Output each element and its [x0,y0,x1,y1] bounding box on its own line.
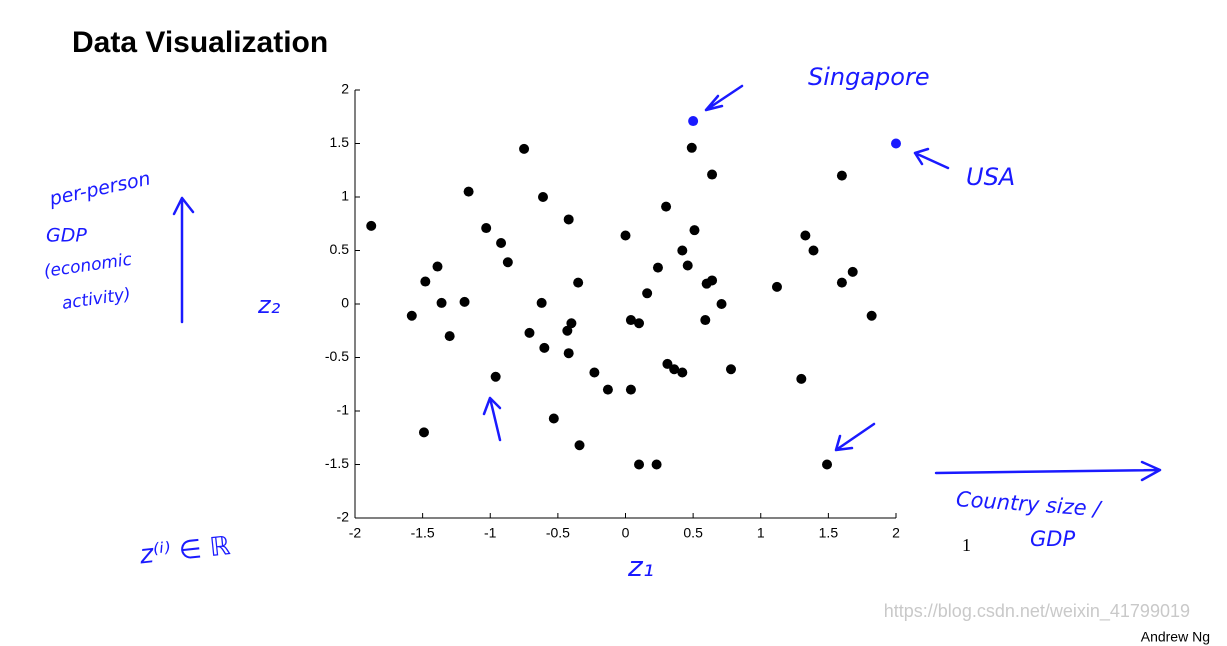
point [524,327,535,338]
y-tick-label: -1.5 [325,455,349,471]
x-tick-label: 0 [622,525,630,541]
point [496,238,507,249]
annotation: 1 [962,535,971,555]
point [707,169,718,180]
y-tick-label: 1.5 [330,134,350,150]
point [662,358,673,369]
x-tick-label: -0.5 [546,525,570,541]
author: Andrew Ng [1141,629,1210,645]
x-tick-label: 0.5 [683,525,703,541]
x-tick-label: 1 [757,525,765,541]
point [689,225,700,236]
y-tick-label: 0 [341,295,349,311]
point [847,266,858,277]
point [866,310,877,321]
point [566,318,577,329]
point [537,192,548,202]
point [625,384,636,395]
point [539,342,550,353]
annotation: Country size / [955,487,1103,521]
point [642,288,653,299]
point [688,116,699,127]
point [836,277,847,288]
point [436,297,447,308]
point [406,310,417,321]
point [716,299,727,309]
x-axis-label: z₁ [627,550,654,583]
watermark: https://blog.csdn.net/weixin_41799019 [884,601,1190,622]
point [677,245,688,256]
point [444,331,455,342]
point [634,318,645,329]
point [481,223,492,234]
annotation: GDP [1030,527,1075,551]
point [677,367,688,378]
point [519,143,530,154]
point [836,170,847,181]
point [725,364,736,375]
point [463,186,474,197]
y-axis-label: z₂ [257,291,281,319]
point [891,138,901,149]
point [589,367,600,378]
point [652,262,663,273]
y-tick-label: 2 [341,81,349,97]
annotation: per-person [47,167,153,210]
point [574,440,585,451]
point [602,384,613,395]
annotation: activity) [61,284,132,313]
annotation: GDP [46,225,87,247]
x-tick-label: 2 [892,525,900,541]
point [808,245,819,256]
point [682,260,693,271]
point [686,142,697,153]
y-tick-label: 0.5 [330,241,350,257]
point [563,348,574,359]
point [536,297,547,308]
point [418,427,429,438]
annotation: (economic [43,250,134,282]
point [420,276,431,287]
point [432,261,443,272]
point [366,220,377,231]
point [625,315,636,326]
point [490,371,501,382]
point [800,230,811,241]
annotation: Singapore [808,63,930,91]
x-tick-label: -1.5 [411,525,435,541]
point [771,281,782,292]
point [651,459,662,470]
point [661,201,672,212]
point [620,230,631,241]
y-tick-label: -0.5 [325,348,349,364]
y-tick-label: -2 [337,509,350,525]
point [563,214,574,225]
point [562,325,573,336]
slide-title: Data Visualization [72,26,328,59]
point [573,277,584,288]
x-tick-label: -1 [484,525,497,541]
point [822,459,833,470]
point [502,257,513,268]
y-tick-label: -1 [337,402,350,418]
point [701,278,712,289]
point [796,373,807,384]
annotation: USA [966,163,1015,191]
point [459,296,470,307]
handwritten-arrows [172,84,1162,482]
x-tick-label: -2 [349,525,362,541]
point [669,364,680,375]
point [548,413,559,424]
y-tick-label: 1 [341,188,349,204]
annotation: z⁽ⁱ⁾ ∈ ℝ [137,531,232,570]
point [634,459,645,470]
x-tick-label: 1.5 [819,525,839,541]
point [700,315,711,326]
